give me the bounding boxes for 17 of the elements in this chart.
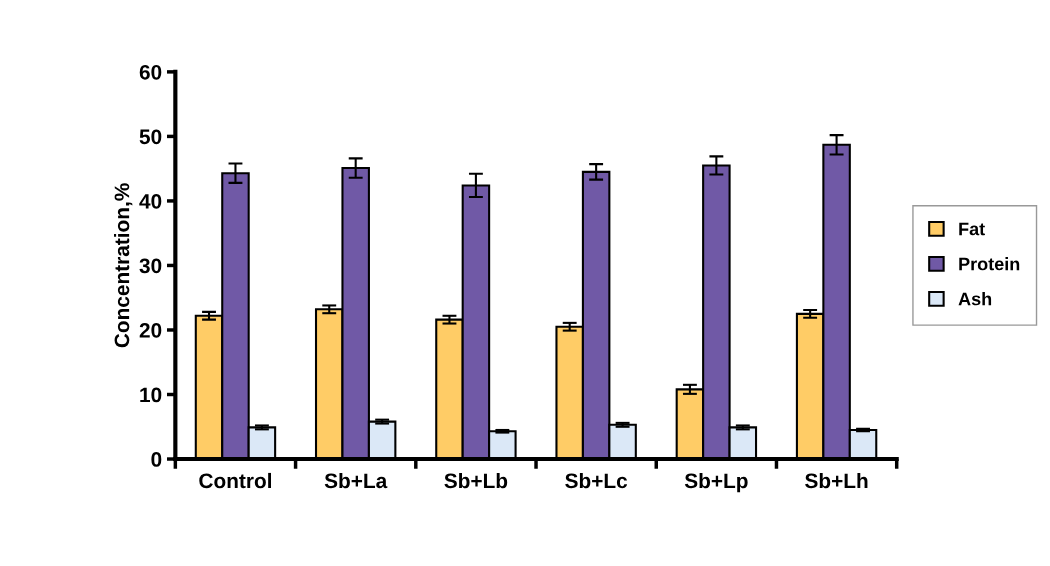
y-tick-label: 20	[139, 322, 162, 338]
y-tick-label: 60	[139, 64, 162, 80]
y-tick-label: 30	[139, 258, 162, 274]
legend-label: Protein	[959, 257, 1020, 271]
x-tick-label: Sb+Lh	[805, 472, 868, 489]
y-tick-label: 0	[151, 452, 162, 467]
x-tick-label: Sb+Lb	[444, 472, 508, 489]
y-tick-label: 10	[140, 387, 162, 403]
x-tick-label: Sb+Lp	[684, 472, 748, 493]
x-tick-label: Sb+La	[324, 472, 388, 489]
y-tick-label: 50	[139, 129, 162, 145]
legend-label: Ash	[958, 292, 992, 306]
x-tick-label: Control	[199, 472, 272, 489]
legend-label: Fat	[959, 222, 985, 236]
x-tick-label: Sb+Lc	[565, 472, 628, 489]
y-tick-label: 40	[139, 193, 162, 209]
y-axis-title: Concentration,%	[114, 183, 133, 348]
